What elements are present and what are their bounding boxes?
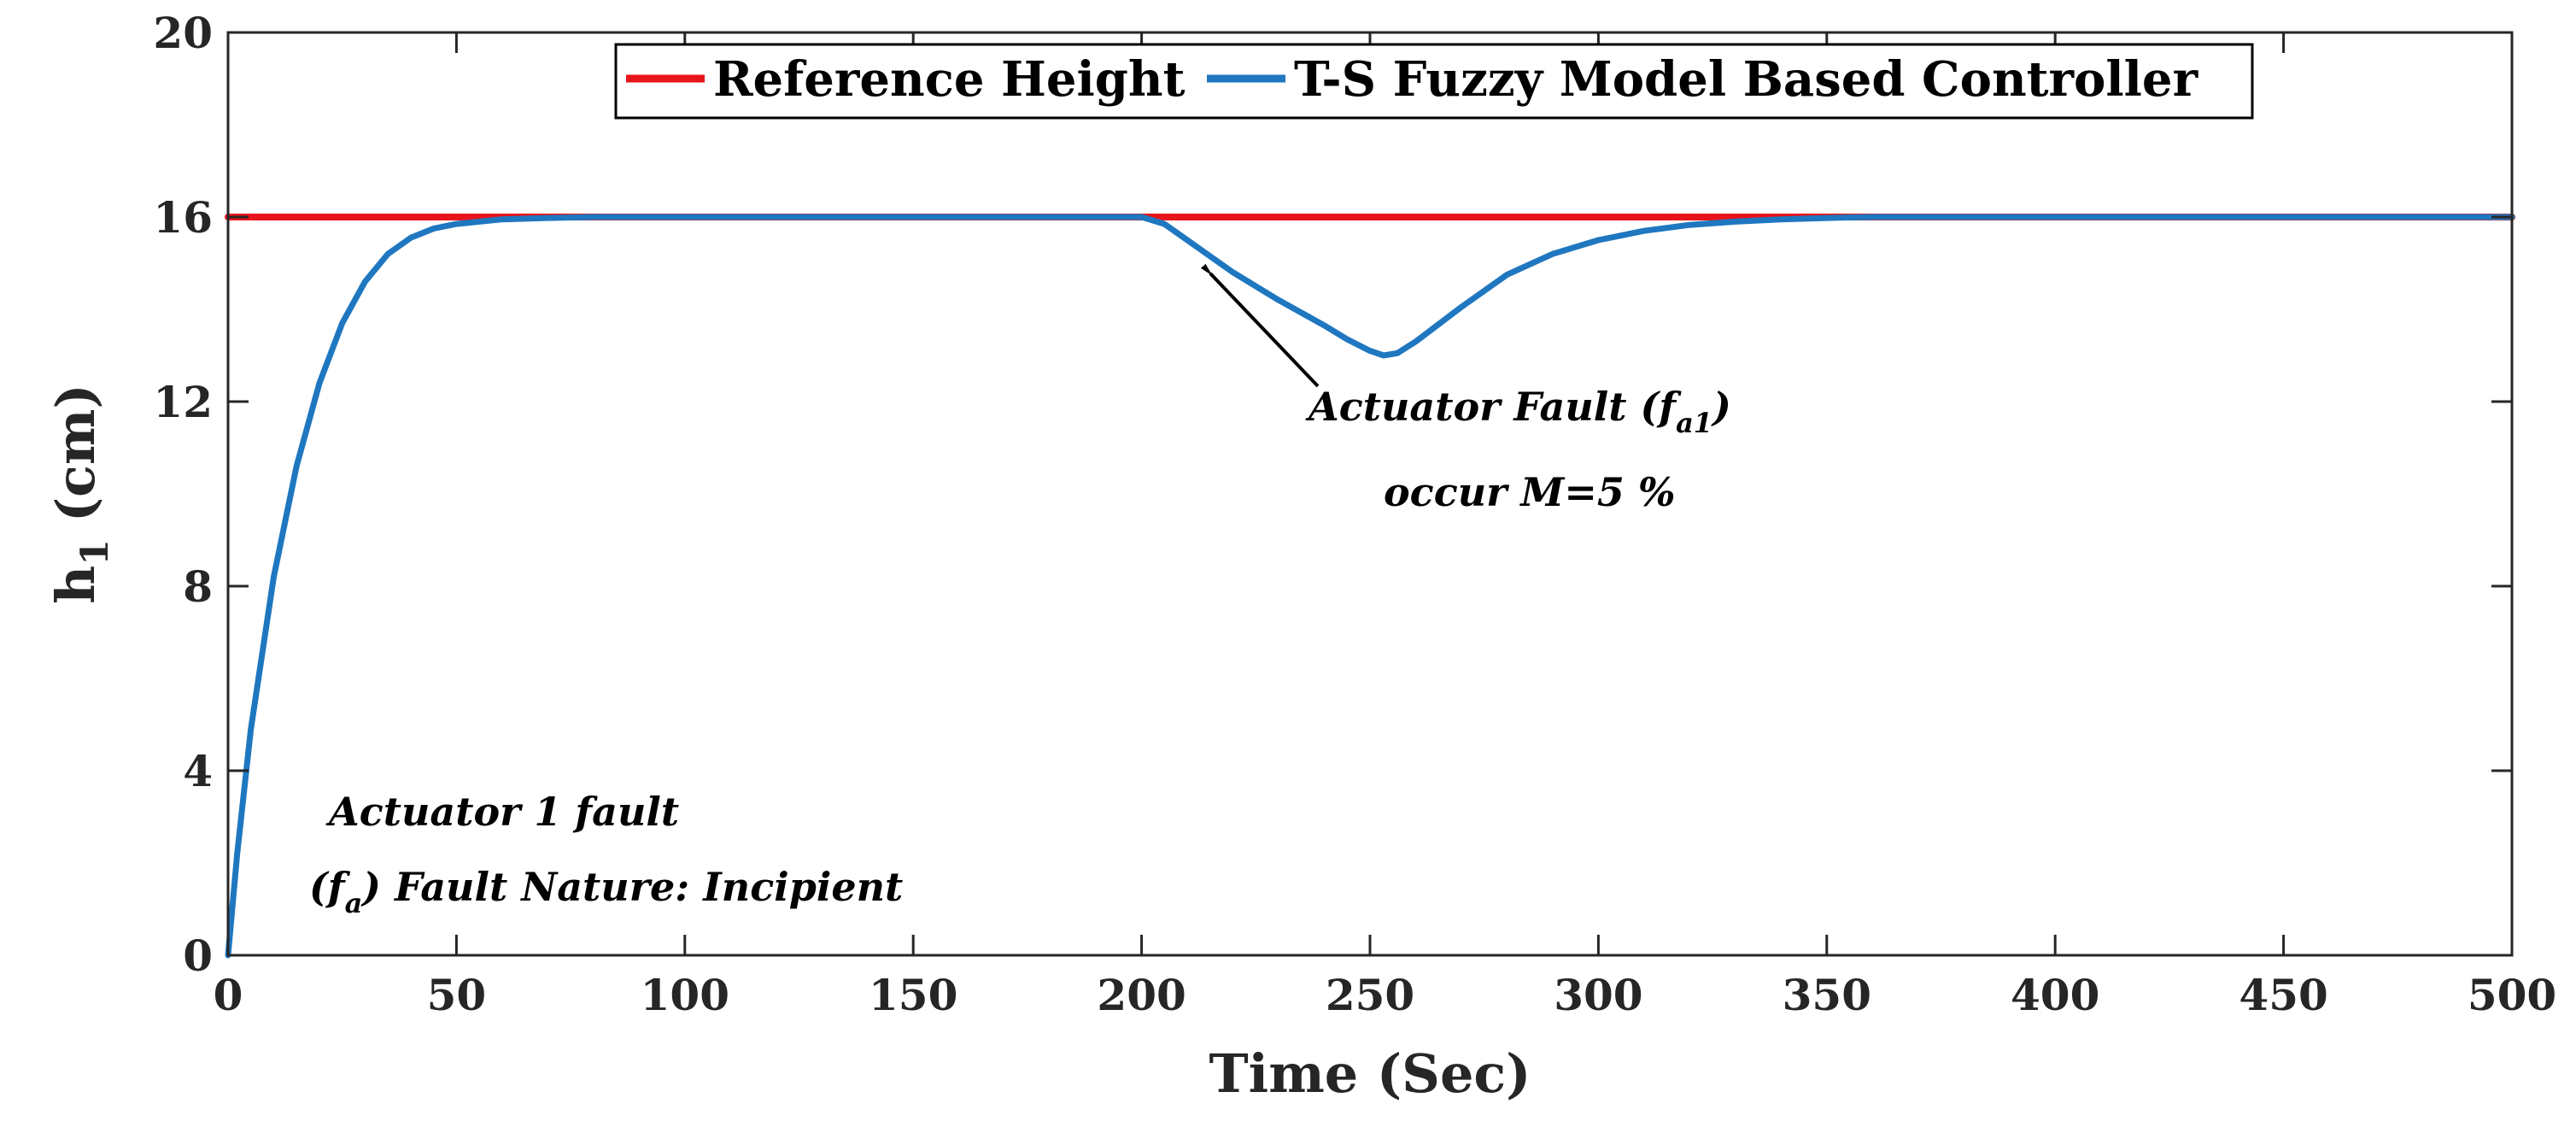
x-tick-label: 100: [641, 970, 729, 1020]
legend-label-reference-height: Reference Height: [713, 51, 1186, 108]
x-tick-label: 0: [214, 970, 243, 1020]
y-tick-label: 12: [153, 377, 213, 427]
y-axis-label-subscript: 1: [73, 539, 117, 566]
legend: Reference Height T-S Fuzzy Model Based C…: [614, 43, 2254, 120]
legend-label-ts-fuzzy-controller: T-S Fuzzy Model Based Controller: [1294, 51, 2199, 108]
y-tick-label: 20: [153, 8, 213, 58]
legend-box: [614, 43, 2254, 120]
svg-text:h1(cm): h1 (cm): [44, 384, 117, 604]
x-axis-label: Time (Sec): [1209, 1042, 1531, 1105]
y-tick-label: 16: [153, 192, 213, 243]
y-tick-label: 8: [183, 561, 213, 612]
y-axis-label: h1 (cm): [44, 384, 117, 604]
y-tick-label: 0: [183, 930, 213, 981]
x-tick-label: 450: [2239, 970, 2327, 1020]
fault-info-line1: Actuator 1 fault: [325, 789, 679, 835]
fault-annotation-line2: occur M=5 %: [1384, 469, 1676, 515]
x-tick-label: 50: [427, 970, 487, 1020]
y-axis-label-unit: (cm): [44, 384, 107, 522]
x-tick-label: 300: [1554, 970, 1642, 1020]
y-tick-label: 4: [183, 746, 213, 796]
fault-arrow: [1210, 273, 1320, 388]
y-axis-label-main: h: [44, 566, 107, 604]
series-layer: [225, 214, 2515, 959]
ticks-layer: 0 50 100 150 200 250 300 350 400 450 500 0 4 8 12 16 20: [153, 8, 2556, 1020]
series-line-t-s-fuzzy-model-based-controller: [225, 214, 2515, 959]
plot-area: [228, 32, 2512, 955]
x-tick-label: 200: [1097, 970, 1186, 1020]
x-tick-label: 250: [1326, 970, 1414, 1020]
fault-info-line2: (fa) Fault Nature: Incipient: [309, 864, 903, 919]
x-tick-label: 150: [869, 970, 957, 1020]
fault-annotation-line1: Actuator Fault (fa1): [1305, 384, 1731, 439]
x-tick-label: 400: [2011, 970, 2099, 1020]
x-tick-label: 500: [2468, 970, 2556, 1020]
x-tick-label: 350: [1783, 970, 1871, 1020]
